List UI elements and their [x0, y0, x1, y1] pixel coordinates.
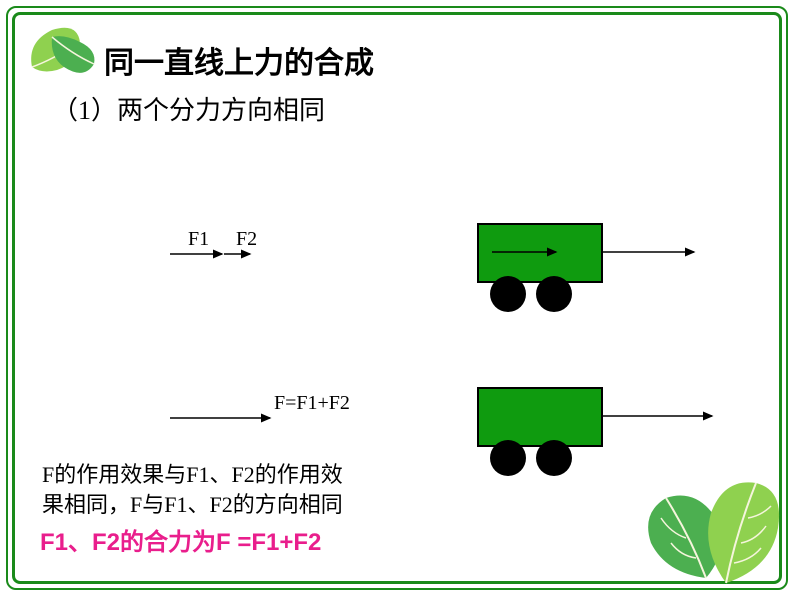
effect-line2: 果相同，F与F1、F2的方向相同 — [42, 490, 343, 520]
label-f2: F2 — [236, 228, 257, 251]
formula-text: F1、F2的合力为F =F1+F2 — [40, 522, 321, 557]
cart2-wheel1 — [490, 440, 526, 476]
slide-content: 同一直线上力的合成 （1）两个分力方向相同 F1 F2 F=F1+F2 F的作用… — [18, 18, 776, 578]
cart1-wheel1 — [490, 276, 526, 312]
label-resultant: F=F1+F2 — [274, 392, 350, 415]
cart1-body — [478, 224, 602, 282]
effect-line1: F的作用效果与F1、F2的作用效 — [42, 460, 343, 490]
effect-text: F的作用效果与F1、F2的作用效 果相同，F与F1、F2的方向相同 — [42, 460, 343, 519]
cart2-wheel2 — [536, 440, 572, 476]
label-f1: F1 — [188, 228, 209, 251]
cart2-body — [478, 388, 602, 446]
leaf-icon-bottom — [606, 448, 786, 588]
cart1-wheel2 — [536, 276, 572, 312]
